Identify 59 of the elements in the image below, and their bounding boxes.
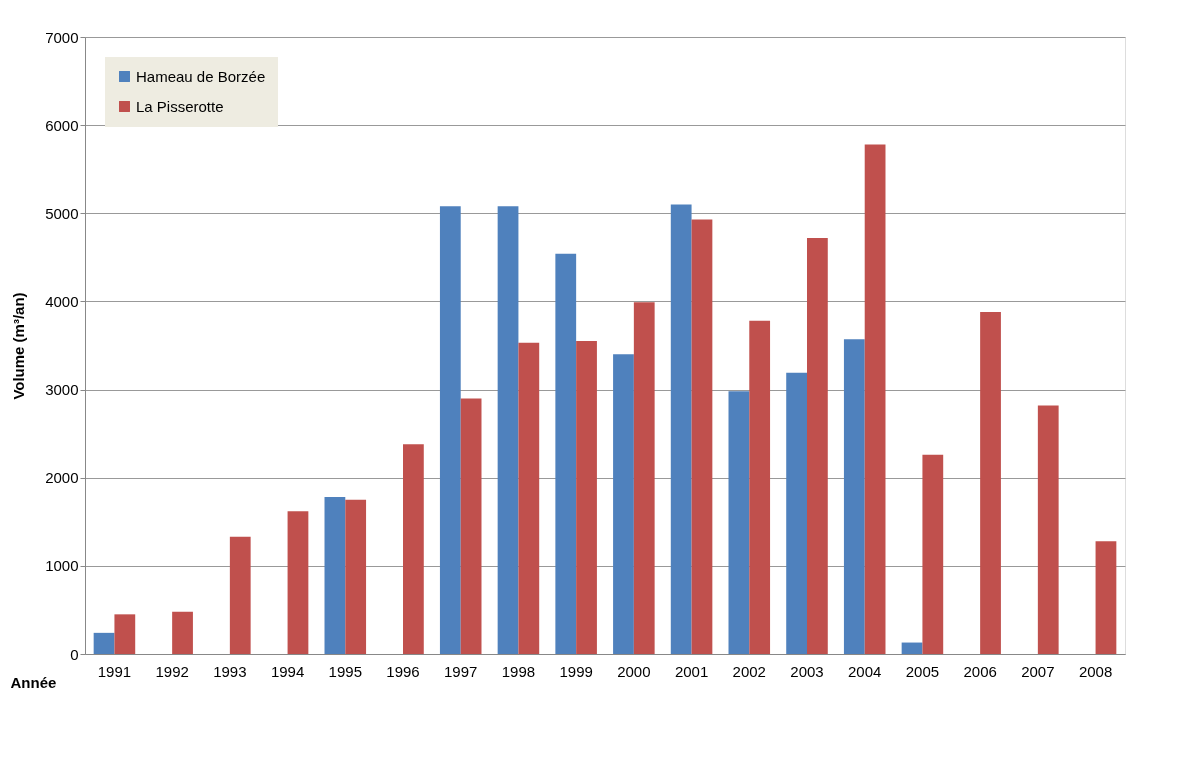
x-tick-label: 2001 — [674, 662, 709, 680]
y-tick-label: 5000 — [45, 204, 79, 222]
bar — [670, 204, 692, 654]
bar — [613, 354, 634, 654]
bar — [864, 144, 886, 654]
legend-label: Hameau de Borzée — [136, 67, 266, 85]
legend-label: La Pisserotte — [136, 97, 224, 115]
y-tick-label: 3000 — [45, 381, 79, 399]
x-tick-label: 1999 — [559, 662, 593, 680]
x-tick-label: 2006 — [963, 662, 997, 680]
x-tick-label: 2004 — [848, 662, 882, 680]
x-tick-label: 2007 — [1021, 662, 1055, 680]
x-tick-label: 1996 — [386, 662, 420, 680]
x-tick-label: 2003 — [790, 662, 824, 680]
y-tick-label: 0 — [70, 645, 79, 663]
x-tick-label: 1998 — [501, 662, 536, 680]
bar — [518, 342, 540, 654]
bar — [691, 219, 713, 654]
y-axis-title: Volume (m³/an) — [10, 292, 28, 400]
bar — [287, 511, 309, 654]
bar — [786, 372, 807, 654]
bar — [922, 454, 944, 654]
x-tick-label: 2002 — [732, 662, 766, 680]
x-tick-label: 1995 — [328, 662, 362, 680]
x-axis-title: Année — [10, 673, 57, 691]
bar — [114, 614, 136, 654]
bar — [497, 206, 519, 654]
x-tick-label: 1991 — [97, 662, 132, 680]
bar — [403, 444, 424, 654]
x-tick-label: 1994 — [270, 662, 305, 680]
x-tick-label: 1992 — [155, 662, 189, 680]
bar — [980, 312, 1001, 654]
bar — [728, 391, 750, 654]
bar — [749, 320, 771, 654]
bar — [555, 253, 577, 654]
y-tick-label: 6000 — [45, 116, 79, 134]
x-tick-label: 1993 — [213, 662, 247, 680]
bar — [843, 339, 865, 654]
bar — [229, 536, 251, 654]
x-tick-label: 2008 — [1078, 662, 1113, 680]
bar — [1095, 541, 1117, 654]
y-tick-label: 1000 — [45, 557, 79, 575]
bar — [324, 497, 346, 654]
bar — [345, 499, 367, 654]
y-tick-label: 2000 — [45, 469, 79, 487]
bar — [633, 302, 655, 654]
bar — [439, 206, 461, 654]
y-tick-label: 7000 — [45, 28, 79, 46]
x-tick-label: 2000 — [617, 662, 651, 680]
bar — [901, 642, 923, 654]
bar — [807, 237, 828, 654]
bar — [172, 611, 193, 654]
y-tick-label: 4000 — [45, 292, 79, 310]
x-tick-label: 1997 — [444, 662, 478, 680]
bar — [93, 632, 115, 654]
bar — [576, 341, 597, 654]
bar — [460, 398, 482, 654]
x-tick-label: 2005 — [905, 662, 940, 680]
bar — [1037, 405, 1059, 654]
